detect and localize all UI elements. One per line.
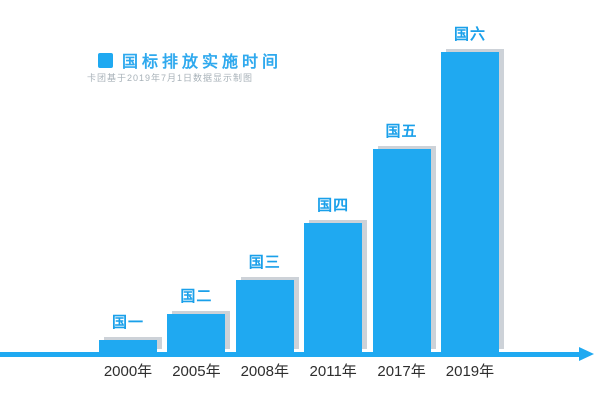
bar-value-label: 国三	[248, 254, 281, 271]
bar	[167, 314, 226, 352]
bar-group: 国五	[372, 22, 431, 352]
x-axis-tick-label: 2005年	[172, 363, 221, 380]
bar	[372, 149, 431, 352]
x-axis-tick-label: 2017年	[377, 363, 426, 380]
bar-group: 国四	[304, 22, 363, 352]
bar-value-label: 国二	[180, 288, 213, 305]
x-axis-tick-label: 2019年	[445, 363, 495, 380]
chart-title: 国标排放实施时间	[122, 54, 283, 71]
bar	[304, 223, 363, 352]
bar	[440, 52, 499, 352]
bar	[235, 280, 294, 352]
bar-group: 国二	[167, 22, 226, 352]
bar-value-label: 国一	[111, 314, 144, 331]
legend-swatch-icon	[98, 52, 113, 68]
x-axis-line	[0, 352, 581, 357]
x-axis-tick-label: 2000年	[103, 363, 153, 380]
x-axis-tick-label: 2008年	[240, 363, 289, 380]
bar-value-label: 国六	[453, 26, 486, 43]
x-axis-labels: 2000年 2005年 2008年 2011年 2017年 2019年	[99, 360, 499, 381]
bar-group: 国三	[235, 22, 294, 352]
x-axis-arrow-icon	[579, 347, 594, 361]
chart-legend: 国标排放实施时间	[98, 48, 282, 72]
bar-group: 国一	[99, 22, 157, 352]
plot-area: 国一 国二 国三 国四 国五 国六	[99, 22, 499, 352]
bar-value-label: 国五	[385, 123, 418, 140]
chart-subtitle: 卡团基于2019年7月1日数据显示制图	[87, 73, 254, 83]
bar	[99, 340, 157, 352]
x-axis-tick-label: 2011年	[309, 363, 357, 380]
bar-value-label: 国四	[317, 197, 350, 214]
bar-group: 国六	[440, 22, 499, 352]
